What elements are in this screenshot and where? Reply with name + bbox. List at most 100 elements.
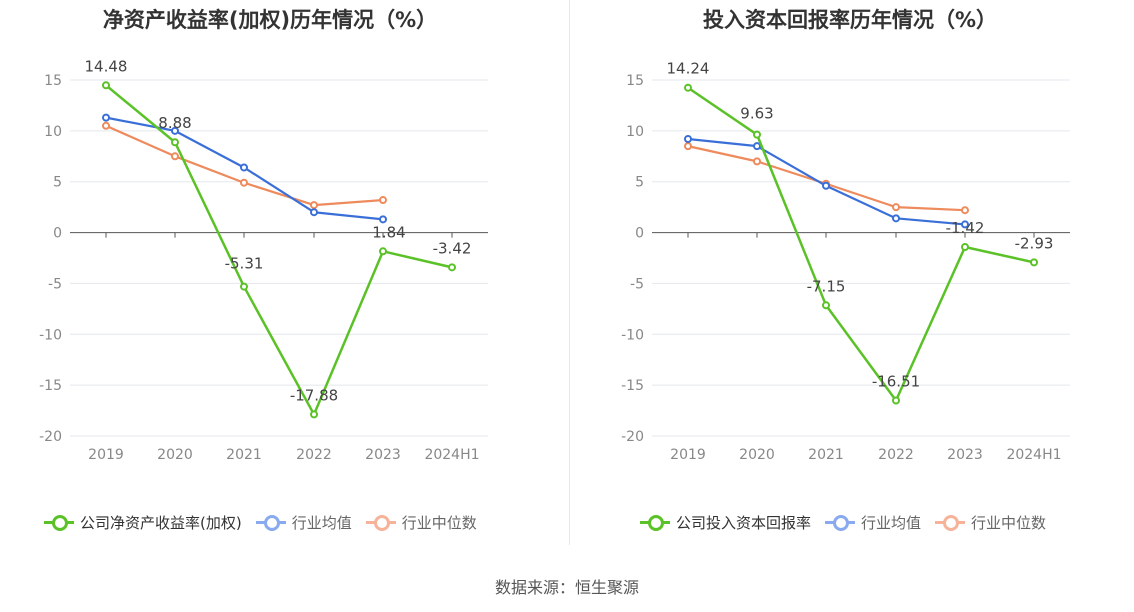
x-tick-label: 2024H1 (1006, 447, 1061, 463)
legend-marker-median-icon (365, 514, 396, 531)
y-tick-label: -5 (630, 276, 644, 292)
x-tick-label: 2023 (365, 447, 401, 463)
series-line-company (687, 86, 1035, 402)
data-point-industry_median (892, 203, 900, 212)
data-label: -16.51 (872, 373, 920, 391)
data-point-company (102, 81, 110, 90)
chart-roic: 15 10 5 0 -5 -10 -15 -20 2019 2020 2021 2022 2023 202… (621, 60, 1070, 463)
data-point-industry_median (310, 201, 318, 210)
legend-marker-avg-icon (825, 514, 856, 531)
legend-marker-median-icon (935, 514, 966, 531)
data-point-industry_avg (102, 113, 110, 122)
y-tick-label: -15 (621, 378, 644, 394)
chart-title-roe: 净资产收益率(加权)历年情况（%） (102, 8, 438, 32)
legend-item-industry-avg-roic[interactable]: 行业均值 (825, 512, 921, 533)
legend-roe: 公司净资产收益率(加权) 行业均值 行业中位数 (44, 508, 491, 536)
y-tick-label: 5 (53, 175, 62, 191)
x-tick-label: 2022 (878, 447, 914, 463)
data-label: -7.15 (807, 277, 846, 295)
y-tick-label: -10 (39, 327, 62, 343)
x-tick-label: 2024H1 (424, 447, 479, 463)
y-tick-label: 10 (44, 124, 62, 140)
panel-divider (569, 0, 570, 545)
legend-item-industry-median-roic[interactable]: 行业中位数 (935, 512, 1046, 533)
data-label: 8.88 (158, 114, 191, 132)
data-label: -2.93 (1015, 234, 1054, 252)
data-point-industry_median (240, 178, 248, 187)
data-point-company (684, 83, 692, 92)
data-point-industry_avg (379, 215, 387, 224)
legend-roic: 公司投入资本回报率 行业均值 行业中位数 (640, 508, 1060, 536)
data-point-industry_avg (171, 126, 179, 135)
data-point-industry_avg (240, 163, 248, 172)
data-point-company (961, 243, 969, 252)
data-point-industry_median (102, 121, 110, 130)
chart-title-roic: 投入资本回报率历年情况（%） (702, 8, 998, 32)
data-label: 1.84 (372, 223, 405, 241)
y-tick-label: -10 (621, 327, 644, 343)
y-tick-label: -20 (621, 429, 644, 445)
x-tick-label: 2021 (226, 447, 262, 463)
legend-circle (833, 515, 850, 531)
legend-item-industry-avg-roe[interactable]: 行业均值 (255, 512, 352, 533)
data-source-note: 数据来源：恒生聚源 (494, 578, 639, 597)
y-tick-label: -5 (48, 276, 62, 292)
legend-label: 行业均值 (291, 513, 352, 532)
data-label: 14.48 (85, 57, 128, 75)
data-label: -1.42 (946, 219, 985, 237)
data-point-company (448, 263, 456, 272)
y-tick-label: 10 (626, 124, 644, 140)
x-tick-label: 2020 (739, 447, 775, 463)
x-tick-label: 2019 (670, 447, 706, 463)
data-point-industry_avg (684, 134, 692, 143)
legend-item-company-roic[interactable]: 公司投入资本回报率 (640, 512, 811, 533)
series-line-industry_median (687, 145, 966, 212)
data-label: -5.31 (225, 255, 264, 273)
data-point-industry_median (753, 157, 761, 166)
legend-marker-avg-icon (255, 514, 286, 531)
x-tick-label: 2019 (88, 447, 124, 463)
data-point-company (822, 301, 830, 310)
data-point-company (892, 396, 900, 405)
y-tick-label: -15 (39, 378, 62, 394)
data-point-company (379, 247, 387, 256)
legend-circle (52, 515, 68, 531)
chart-roe: 15 10 5 0 -5 -10 -15 -20 2019 2020 2021 2022 2023 202… (39, 57, 488, 463)
legend-circle (373, 515, 390, 531)
data-point-industry_avg (892, 214, 900, 223)
legend-label: 公司净资产收益率(加权) (80, 513, 242, 532)
y-tick-label: 15 (44, 73, 62, 89)
data-point-industry_avg (961, 220, 969, 229)
data-point-company (171, 138, 179, 147)
data-label: -17.88 (290, 386, 338, 404)
legend-item-industry-median-roe[interactable]: 行业中位数 (365, 512, 477, 533)
data-point-industry_avg (822, 181, 830, 190)
y-tick-label: -20 (39, 429, 62, 445)
legend-label: 行业中位数 (971, 513, 1047, 532)
data-point-company (753, 130, 761, 139)
data-point-industry_median (379, 196, 387, 205)
y-tick-label: 0 (53, 226, 62, 242)
y-tick-label: 15 (626, 73, 644, 89)
data-point-industry_median (171, 152, 179, 161)
data-point-company (1030, 258, 1038, 267)
legend-label: 行业中位数 (401, 513, 477, 532)
series-line-company (105, 84, 453, 416)
y-tick-label: 0 (635, 226, 644, 242)
data-point-industry_avg (310, 208, 318, 217)
data-point-industry_median (684, 142, 692, 151)
y-tick-label: 5 (635, 175, 644, 191)
data-point-industry_median (961, 206, 969, 215)
data-label: -3.42 (433, 239, 472, 257)
data-label: 9.63 (740, 105, 773, 123)
data-point-company (310, 410, 318, 419)
x-tick-label: 2023 (947, 447, 983, 463)
data-point-company (240, 282, 248, 291)
data-point-industry_avg (753, 142, 761, 151)
legend-circle (263, 515, 280, 531)
legend-item-company-roe[interactable]: 公司净资产收益率(加权) (44, 512, 242, 533)
legend-label: 公司投入资本回报率 (676, 513, 812, 532)
x-tick-label: 2021 (808, 447, 844, 463)
x-tick-label: 2020 (157, 447, 193, 463)
legend-circle (648, 515, 664, 531)
